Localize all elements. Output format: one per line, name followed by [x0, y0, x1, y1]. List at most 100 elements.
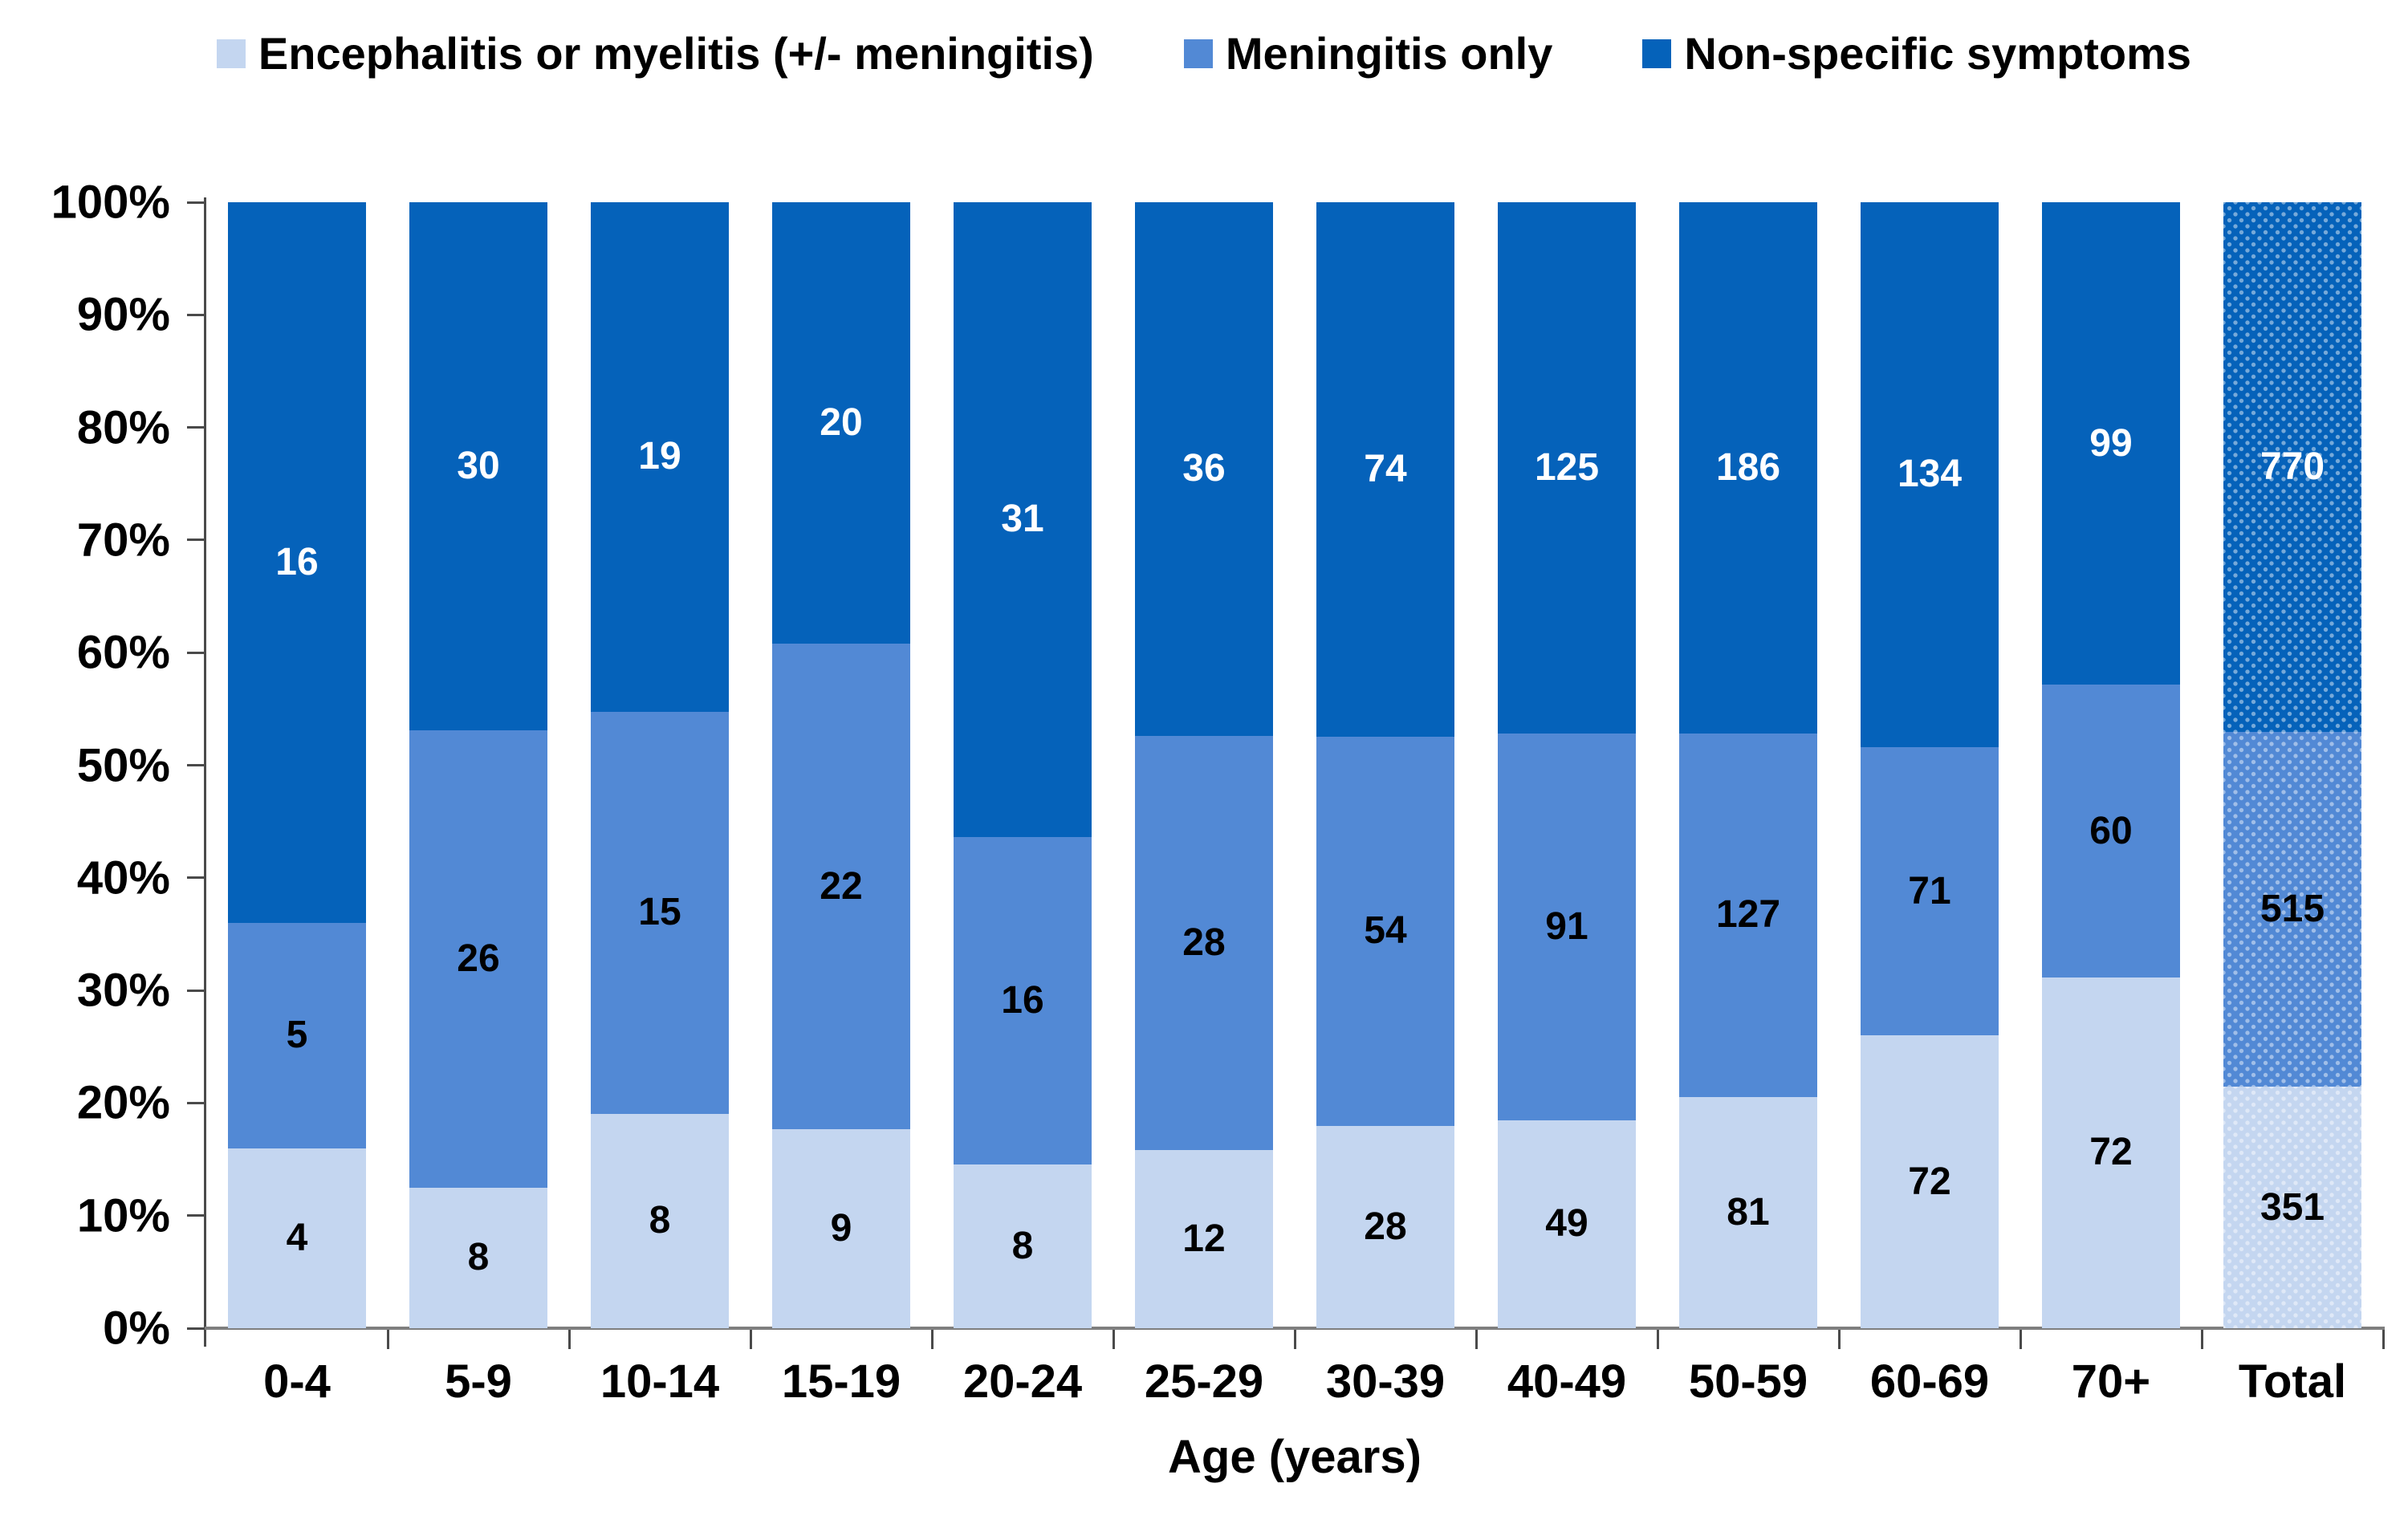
y-tick-label: 50%	[76, 739, 170, 791]
y-axis-line	[204, 197, 206, 1347]
x-category-label: 20-24	[962, 1355, 1083, 1408]
legend-swatch-meningitis-only	[1183, 39, 1213, 68]
bar-value-label: 71	[1908, 869, 1951, 912]
x-tick	[2019, 1330, 2022, 1349]
legend-item-meningitis-only: Meningitis only	[1183, 27, 1553, 79]
bar-segment: 9	[772, 1129, 910, 1328]
bar-segment: 515	[2223, 732, 2361, 1087]
x-category-label: 15-19	[781, 1355, 901, 1408]
bar-value-label: 54	[1364, 909, 1407, 953]
y-tick	[187, 1214, 205, 1217]
x-tick	[749, 1330, 752, 1349]
y-tick	[187, 1327, 205, 1330]
bar-value-label: 15	[638, 891, 681, 934]
bar-segment: 16	[954, 836, 1092, 1164]
bar-segment: 15	[591, 711, 729, 1114]
legend-swatch-non-specific	[1642, 39, 1672, 68]
bar-segment: 30	[409, 202, 547, 730]
x-axis-title: Age (years)	[1168, 1431, 1422, 1483]
bar-segment: 72	[2042, 977, 2180, 1328]
bar-value-label: 20	[820, 401, 863, 445]
bar-value-label: 91	[1545, 904, 1588, 948]
bar-value-label: 31	[1001, 498, 1044, 541]
bar-segment: 54	[1316, 736, 1454, 1127]
bar-value-label: 74	[1364, 447, 1407, 490]
y-tick-label: 0%	[103, 1302, 170, 1355]
legend: Encephalitis or myelitis (+/- meningitis…	[116, 27, 2292, 79]
bar-value-label: 770	[2260, 445, 2325, 489]
bar-value-label: 16	[1001, 978, 1044, 1022]
x-category-label: 0-4	[263, 1355, 331, 1408]
legend-label: Meningitis only	[1225, 28, 1553, 79]
bar-value-label: 8	[467, 1236, 490, 1279]
x-tick	[2200, 1330, 2203, 1349]
x-category-label: 40-49	[1507, 1355, 1627, 1408]
bar-value-label: 49	[1545, 1202, 1588, 1246]
y-tick	[187, 764, 205, 766]
y-tick	[187, 1101, 205, 1104]
bar-value-label: 127	[1715, 893, 1781, 937]
x-tick	[386, 1330, 389, 1349]
bar-value-label: 72	[1908, 1160, 1951, 1203]
bar-segment: 99	[2042, 202, 2180, 685]
bar-value-label: 28	[1182, 921, 1226, 965]
y-tick-label: 70%	[76, 514, 170, 567]
x-category-label: 25-29	[1144, 1355, 1264, 1408]
bar-segment: 81	[1679, 1096, 1817, 1328]
x-category-label: 5-9	[445, 1355, 512, 1408]
x-tick	[567, 1330, 571, 1349]
bar-value-label: 16	[275, 540, 319, 583]
bar-value-label: 72	[2089, 1131, 2133, 1174]
x-tick	[1474, 1330, 1478, 1349]
bar-value-label: 9	[830, 1207, 852, 1250]
bar-segment: 125	[1498, 202, 1636, 734]
bar-value-label: 99	[2089, 421, 2133, 465]
legend-item-encephalitis: Encephalitis or myelitis (+/- meningitis…	[216, 27, 1094, 79]
y-tick	[187, 876, 205, 880]
bar-segment: 74	[1316, 202, 1454, 737]
y-tick-label: 10%	[76, 1189, 170, 1242]
x-tick	[930, 1330, 934, 1349]
bar-value-label: 12	[1182, 1217, 1226, 1261]
bar-value-label: 4	[286, 1216, 308, 1259]
legend-swatch-encephalitis	[216, 39, 246, 68]
x-tick	[1293, 1330, 1296, 1349]
bar-segment: 22	[772, 644, 910, 1130]
y-tick	[187, 539, 205, 542]
y-tick	[187, 313, 205, 316]
x-category-label: 30-39	[1325, 1355, 1446, 1408]
bar-segment: 4	[228, 1148, 366, 1328]
y-tick-label: 90%	[76, 288, 170, 341]
bar-segment: 12	[1135, 1150, 1273, 1328]
y-tick-label: 100%	[51, 176, 170, 229]
bar-segment: 26	[409, 730, 547, 1188]
x-tick	[1112, 1330, 1115, 1349]
bar-value-label: 28	[1364, 1205, 1407, 1249]
bar-value-label: 19	[638, 435, 681, 478]
bar-value-label: 30	[457, 444, 500, 487]
bar-value-label: 125	[1534, 445, 1600, 489]
bar-segment: 20	[772, 202, 910, 644]
bar-value-label: 8	[1011, 1224, 1034, 1267]
bar-value-label: 186	[1715, 446, 1781, 490]
bar-segment: 19	[591, 202, 729, 712]
x-tick	[2382, 1330, 2385, 1349]
bar-segment: 8	[954, 1164, 1092, 1328]
bar-segment: 127	[1679, 734, 1817, 1097]
bar-value-label: 36	[1182, 447, 1226, 490]
x-tick	[1656, 1330, 1659, 1349]
y-tick	[187, 426, 205, 429]
x-tick	[1837, 1330, 1841, 1349]
y-tick	[187, 651, 205, 654]
bar-segment: 16	[228, 202, 366, 923]
x-category-label: 70+	[2071, 1355, 2151, 1408]
plot-area: 4 5 16 8 26 30 8 15 19 9 22 20 8 16 31 12 28 36 28 54 74 49 91…	[206, 202, 2383, 1328]
bar-segment: 71	[1861, 746, 1999, 1036]
x-axis-line	[205, 1327, 2385, 1330]
y-tick-label: 40%	[76, 851, 170, 904]
bar-segment: 28	[1135, 735, 1273, 1151]
bar-value-label: 5	[286, 1014, 308, 1057]
y-tick	[187, 989, 205, 992]
y-tick-label: 80%	[76, 401, 170, 454]
